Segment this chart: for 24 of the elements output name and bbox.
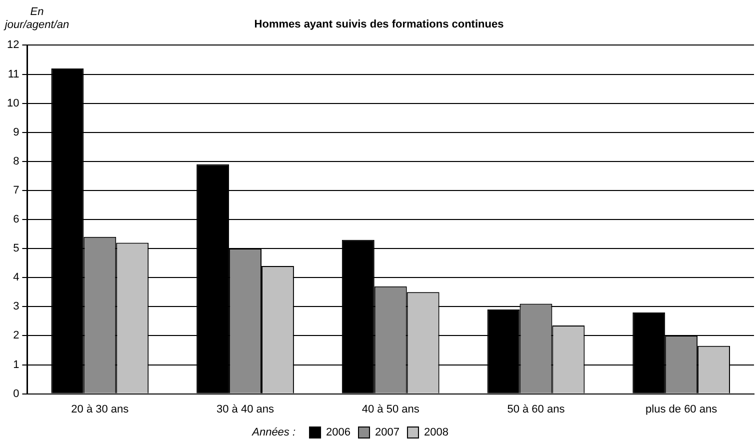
y-tick-label: 5 xyxy=(13,242,20,255)
y-tick-label: 0 xyxy=(13,388,20,400)
y-axis-title: En jour/agent/an xyxy=(2,6,70,32)
y-tick-label: 6 xyxy=(13,214,20,226)
x-tick-label: 30 à 40 ans xyxy=(216,403,275,416)
y-tick-label: 1 xyxy=(13,358,20,371)
y-tick-label: 8 xyxy=(13,155,20,168)
x-tick-label: 40 à 50 ans xyxy=(362,403,420,416)
x-tick-label: plus de 60 ans xyxy=(646,403,718,416)
legend-label: 2007 xyxy=(375,426,400,439)
x-tick-label: 20 à 30 ans xyxy=(71,403,130,416)
legend-label: 2008 xyxy=(424,426,448,439)
legend-title: Années : xyxy=(251,426,296,439)
y-tick-label: 10 xyxy=(6,97,20,110)
y-tick-label: 12 xyxy=(6,39,20,52)
y-tick-label: 11 xyxy=(8,68,20,80)
x-tick-label: 50 à 60 ans xyxy=(507,403,566,416)
chart-title: Hommes ayant suivis des formations continues xyxy=(254,18,504,31)
y-tick-label: 9 xyxy=(13,126,20,138)
y-tick-label: 4 xyxy=(13,272,20,284)
legend-label: 2006 xyxy=(326,426,351,439)
y-tick-label: 3 xyxy=(13,300,20,313)
y-tick-label: 2 xyxy=(13,330,20,342)
y-tick-label: 7 xyxy=(13,184,20,196)
